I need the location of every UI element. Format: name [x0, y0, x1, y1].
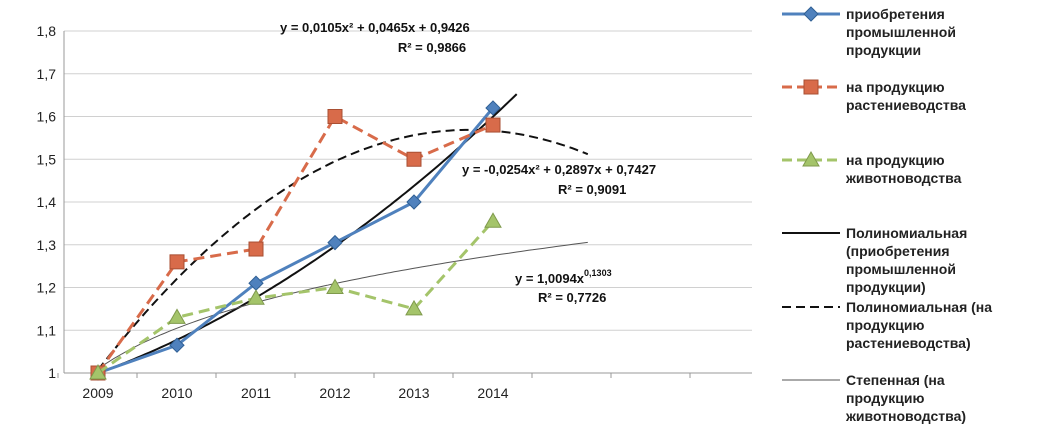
x-tick-label: 2010	[161, 385, 192, 401]
y-tick-label: 1,5	[37, 151, 57, 167]
trend-equation: y = 0,0105x² + 0,0465x + 0,9426	[280, 20, 470, 35]
x-tick-label: 2009	[82, 385, 113, 401]
data-point	[168, 308, 186, 324]
trend-lines	[97, 93, 589, 375]
series-line-3	[97, 220, 495, 375]
y-tick-label: 1,3	[37, 237, 57, 253]
legend-marker	[803, 79, 819, 95]
data-point	[169, 337, 185, 353]
trend-equation: y = 1,0094x0,1303	[515, 268, 612, 286]
data-point	[405, 299, 423, 316]
data-point	[406, 194, 422, 210]
x-tick-labels: 2009 2010 2011 2012 2013 2014	[82, 385, 508, 401]
x-tick-label: 2012	[319, 385, 350, 401]
y-tick-label: 1,6	[37, 109, 57, 125]
series-line-2	[96, 114, 494, 374]
y-tick-label: 1,8	[37, 23, 57, 39]
equation-base: y = -0,0254x² + 0,2897x + 0,7427	[462, 162, 656, 177]
equation-base: y = 0,0105x² + 0,0465x + 0,9426	[280, 20, 470, 35]
trendline-1	[97, 93, 518, 375]
trend-annotations: y = 0,0105x² + 0,0465x + 0,9426 R² = 0,98…	[280, 20, 656, 305]
equation-exponent: 0,1303	[584, 268, 612, 278]
legend: приобретения промышленной продукции на прод…	[782, 6, 992, 424]
data-point	[89, 363, 107, 380]
trendline-3	[97, 241, 588, 370]
x-tick-label: 2013	[398, 385, 429, 401]
series-lines	[89, 100, 502, 381]
data-point	[248, 241, 264, 257]
trend-r2: R² = 0,7726	[538, 290, 606, 305]
trend-r2: R² = 0,9866	[398, 40, 466, 55]
data-point	[485, 117, 501, 133]
data-point	[169, 254, 185, 270]
x-tick-label: 2011	[241, 385, 271, 401]
data-point	[247, 289, 265, 305]
y-tick-labels: 1 1,1 1,2 1,3 1,4 1,5 1,6 1,7 1,8	[37, 23, 57, 381]
axes	[57, 31, 752, 378]
legend-label: на продукцию растениеводства	[846, 79, 966, 113]
legend-label: приобретения промышленной продукции	[846, 6, 956, 58]
y-tick-label: 1,1	[37, 322, 57, 338]
series-line-1	[97, 106, 495, 375]
data-point	[326, 278, 344, 294]
data-point	[484, 212, 502, 228]
y-tick-label: 1,7	[37, 66, 57, 82]
data-point	[327, 234, 343, 251]
data-point	[327, 109, 343, 124]
equation-base: y = 1,0094x	[515, 271, 585, 286]
legend-marker	[803, 6, 819, 22]
trend-r2: R² = 0,9091	[558, 182, 626, 197]
trendline-2	[97, 128, 589, 371]
legend-label: Полиномиальная (приобретения промышленной п…	[846, 225, 967, 295]
y-tick-label: 1,2	[37, 280, 57, 296]
legend-marker	[802, 150, 820, 167]
legend-label: на продукцию животноводства	[845, 152, 962, 186]
y-tick-label: 1,4	[37, 194, 57, 210]
y-tick-label: 1	[48, 365, 56, 381]
data-point	[485, 100, 501, 116]
trend-equation: y = -0,0254x² + 0,2897x + 0,7427	[462, 162, 656, 177]
x-tick-label: 2014	[477, 385, 508, 401]
legend-label: Степенная (на продукцию животноводства)	[845, 372, 966, 424]
legend-label: Полиномиальная (на продукцию растениеводст…	[846, 299, 992, 351]
data-point	[406, 151, 422, 167]
